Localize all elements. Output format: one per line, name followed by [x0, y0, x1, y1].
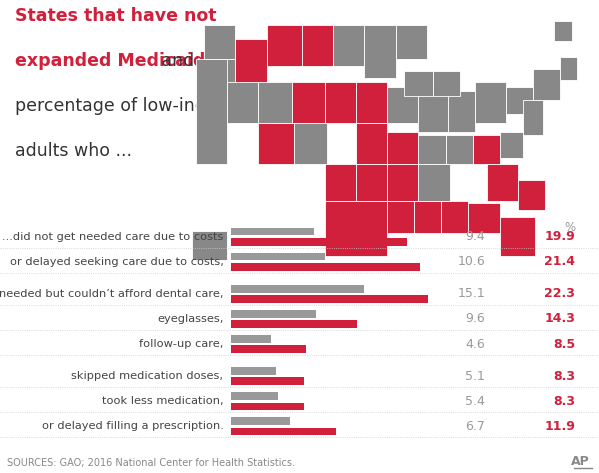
- Bar: [267, 25, 302, 66]
- Bar: [419, 135, 446, 165]
- Bar: [533, 69, 560, 100]
- Bar: [333, 25, 364, 66]
- Bar: [231, 295, 428, 303]
- Text: 21.4: 21.4: [544, 255, 575, 268]
- Bar: [192, 231, 227, 260]
- Text: eyeglasses,: eyeglasses,: [157, 314, 223, 324]
- Bar: [231, 403, 304, 410]
- Bar: [518, 180, 546, 210]
- Bar: [560, 57, 577, 80]
- Bar: [388, 165, 419, 201]
- Bar: [325, 201, 388, 256]
- Text: States that have not: States that have not: [15, 7, 217, 25]
- Bar: [258, 123, 294, 165]
- Bar: [500, 217, 535, 256]
- Bar: [356, 123, 388, 165]
- Bar: [415, 201, 441, 233]
- Text: 11.9: 11.9: [544, 420, 575, 433]
- Bar: [258, 82, 292, 123]
- Bar: [227, 82, 258, 123]
- Bar: [302, 25, 333, 66]
- Bar: [433, 71, 460, 96]
- Text: 8.3: 8.3: [553, 395, 575, 408]
- Bar: [473, 135, 500, 165]
- Bar: [553, 20, 573, 41]
- Bar: [231, 335, 271, 343]
- Text: percentage of low-income: percentage of low-income: [15, 97, 243, 115]
- Text: 8.5: 8.5: [553, 338, 575, 350]
- Bar: [446, 135, 473, 165]
- Bar: [388, 132, 419, 165]
- Text: SOURCES: GAO; 2016 National Center for Health Statistics.: SOURCES: GAO; 2016 National Center for H…: [7, 458, 295, 468]
- Bar: [356, 82, 388, 123]
- Text: 5.4: 5.4: [465, 395, 485, 408]
- Text: expanded Medicaid: expanded Medicaid: [15, 52, 205, 70]
- Bar: [231, 238, 407, 245]
- Bar: [506, 87, 533, 114]
- Bar: [404, 71, 433, 96]
- Bar: [419, 87, 447, 132]
- Bar: [388, 87, 419, 123]
- Bar: [292, 82, 325, 123]
- Text: %: %: [564, 221, 575, 235]
- Bar: [395, 25, 427, 60]
- Text: or delayed filling a prescription.: or delayed filling a prescription.: [41, 421, 223, 431]
- Bar: [522, 100, 543, 135]
- Text: 15.1: 15.1: [458, 288, 485, 300]
- Bar: [356, 165, 388, 201]
- Bar: [294, 123, 327, 165]
- Bar: [231, 253, 325, 261]
- Bar: [231, 345, 306, 353]
- Bar: [231, 367, 276, 375]
- Bar: [204, 60, 235, 94]
- Text: and: and: [156, 52, 195, 70]
- Bar: [231, 310, 316, 318]
- Bar: [204, 25, 235, 60]
- Bar: [196, 60, 227, 165]
- Text: 10.6: 10.6: [458, 255, 485, 268]
- Bar: [231, 377, 304, 385]
- Text: 22.3: 22.3: [544, 288, 575, 300]
- Bar: [235, 39, 267, 100]
- Text: took less medication,: took less medication,: [102, 396, 223, 406]
- Bar: [231, 285, 364, 293]
- Bar: [468, 203, 500, 233]
- Text: adults who ...: adults who ...: [15, 142, 132, 160]
- Text: 14.3: 14.3: [544, 313, 575, 325]
- Bar: [441, 201, 468, 233]
- Text: 8.3: 8.3: [553, 370, 575, 383]
- Text: 19.9: 19.9: [544, 230, 575, 243]
- Bar: [364, 25, 395, 78]
- Bar: [419, 165, 450, 201]
- Bar: [487, 165, 518, 201]
- Bar: [231, 428, 336, 435]
- Bar: [231, 417, 290, 425]
- Bar: [325, 165, 356, 201]
- Bar: [500, 132, 522, 158]
- Bar: [447, 91, 474, 132]
- Text: 9.4: 9.4: [465, 230, 485, 243]
- Bar: [231, 320, 358, 328]
- Text: ...did not get needed care due to costs: ...did not get needed care due to costs: [2, 232, 223, 242]
- Text: 9.6: 9.6: [465, 313, 485, 325]
- Text: AP: AP: [571, 455, 590, 468]
- Text: 5.1: 5.1: [465, 370, 485, 383]
- Bar: [231, 228, 314, 236]
- Text: skipped medication doses,: skipped medication doses,: [71, 371, 223, 381]
- Text: 6.7: 6.7: [465, 420, 485, 433]
- Bar: [231, 392, 279, 400]
- Bar: [231, 263, 420, 271]
- Bar: [474, 82, 506, 123]
- Text: needed but couldn’t afford dental care,: needed but couldn’t afford dental care,: [0, 289, 223, 299]
- Text: or delayed seeking care due to costs,: or delayed seeking care due to costs,: [10, 257, 223, 267]
- Bar: [325, 82, 356, 123]
- Text: 4.6: 4.6: [465, 338, 485, 350]
- Text: follow-up care,: follow-up care,: [139, 339, 223, 349]
- Bar: [388, 201, 415, 233]
